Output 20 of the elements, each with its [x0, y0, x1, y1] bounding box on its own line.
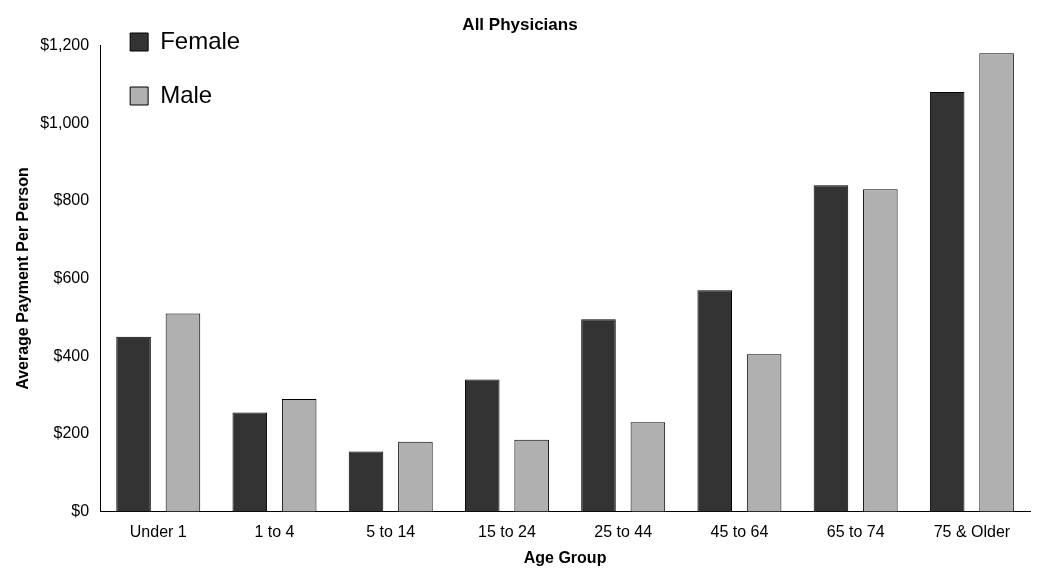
x-tick-label: 1 to 4: [254, 522, 295, 540]
y-tick-label: $200: [53, 424, 90, 442]
y-tick-label: $600: [53, 268, 90, 286]
y-tick-label: $1,000: [40, 113, 90, 131]
chart-title: All Physicians: [462, 14, 578, 34]
y-tick-label: $400: [53, 346, 90, 364]
y-tick-label: $0: [71, 502, 90, 520]
x-tick-label: 25 to 44: [594, 522, 653, 540]
x-tick-label: 15 to 24: [478, 522, 536, 540]
x-tick-label: Under 1: [129, 522, 187, 540]
y-tick-label: $1,200: [40, 35, 90, 53]
x-tick-label: 65 to 74: [826, 522, 885, 540]
y-tick-label: $800: [53, 191, 90, 209]
y-axis-title: Average Payment Per Person: [14, 167, 32, 390]
x-axis-title: Age Group: [523, 548, 607, 566]
legend-label: Male: [160, 80, 213, 108]
legend-label: Female: [160, 26, 241, 54]
x-tick-label: 75 & Older: [933, 522, 1011, 540]
x-tick-label: 45 to 64: [710, 522, 769, 540]
x-tick-label: 5 to 14: [366, 522, 416, 540]
